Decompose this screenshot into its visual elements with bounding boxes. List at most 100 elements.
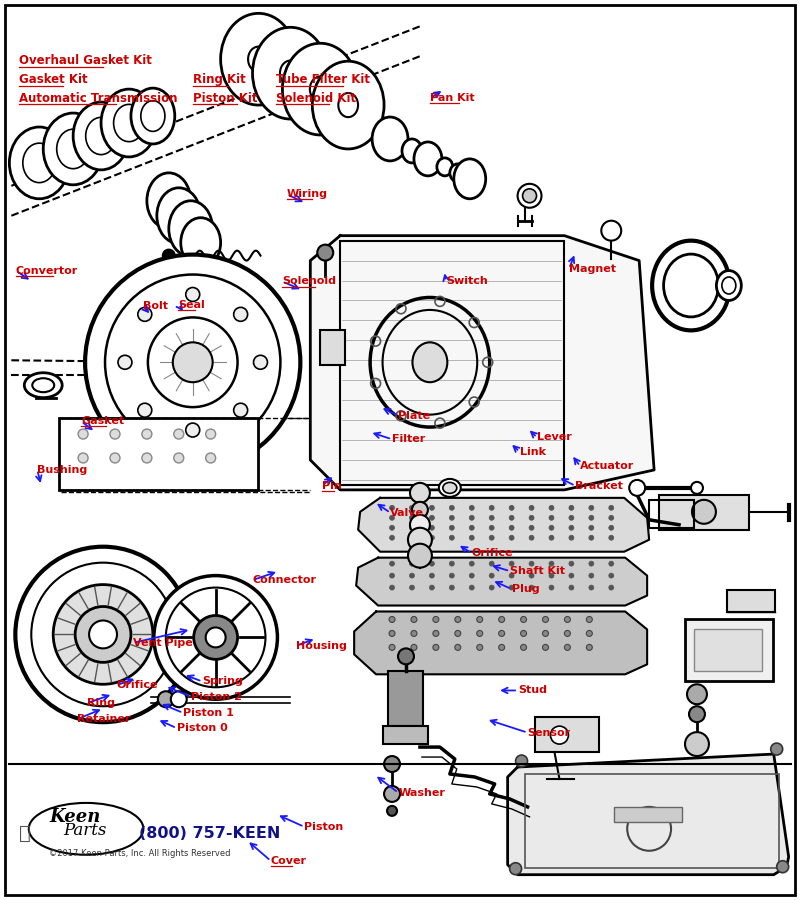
Circle shape xyxy=(770,743,782,755)
Text: Switch: Switch xyxy=(446,276,488,286)
Circle shape xyxy=(489,585,494,590)
Circle shape xyxy=(529,526,534,530)
Circle shape xyxy=(589,585,594,590)
Text: Solenoid Kit: Solenoid Kit xyxy=(277,92,357,104)
Circle shape xyxy=(609,573,614,578)
Ellipse shape xyxy=(450,164,466,182)
Text: Piston 0: Piston 0 xyxy=(177,723,227,734)
Circle shape xyxy=(549,505,554,510)
Circle shape xyxy=(549,526,554,530)
Circle shape xyxy=(410,516,414,520)
Circle shape xyxy=(433,644,439,651)
Ellipse shape xyxy=(221,14,296,105)
Circle shape xyxy=(206,453,216,463)
Text: Lever: Lever xyxy=(537,432,572,443)
Circle shape xyxy=(450,516,454,520)
Circle shape xyxy=(586,630,592,636)
Circle shape xyxy=(118,356,132,369)
Circle shape xyxy=(390,585,394,590)
Circle shape xyxy=(411,644,417,651)
Circle shape xyxy=(549,536,554,540)
Circle shape xyxy=(630,480,645,496)
Circle shape xyxy=(389,630,395,636)
Circle shape xyxy=(154,576,278,699)
Circle shape xyxy=(477,644,482,651)
Circle shape xyxy=(450,536,454,540)
Circle shape xyxy=(234,403,248,418)
Circle shape xyxy=(589,536,594,540)
Circle shape xyxy=(509,536,514,540)
Circle shape xyxy=(390,505,394,510)
Circle shape xyxy=(521,630,526,636)
Text: Retainer: Retainer xyxy=(77,715,130,724)
Circle shape xyxy=(477,616,482,623)
Text: Piston 1: Piston 1 xyxy=(183,708,234,718)
Circle shape xyxy=(529,536,534,540)
Text: Pin: Pin xyxy=(322,481,342,491)
Circle shape xyxy=(470,585,474,590)
Circle shape xyxy=(609,562,614,566)
Circle shape xyxy=(589,562,594,566)
Circle shape xyxy=(489,573,494,578)
Ellipse shape xyxy=(43,113,103,184)
Text: Washer: Washer xyxy=(398,788,446,797)
Bar xyxy=(320,330,345,365)
Circle shape xyxy=(522,189,537,202)
Circle shape xyxy=(75,607,131,662)
Circle shape xyxy=(390,573,394,578)
Circle shape xyxy=(89,620,117,648)
Text: Shaft Kit: Shaft Kit xyxy=(510,566,565,576)
Circle shape xyxy=(529,505,534,510)
Circle shape xyxy=(586,644,592,651)
Circle shape xyxy=(15,546,190,722)
Circle shape xyxy=(609,585,614,590)
Circle shape xyxy=(589,516,594,520)
Circle shape xyxy=(569,505,574,510)
Circle shape xyxy=(470,562,474,566)
Circle shape xyxy=(692,500,716,524)
Text: Solenoid: Solenoid xyxy=(282,276,336,286)
Circle shape xyxy=(509,585,514,590)
Circle shape xyxy=(78,429,88,439)
Circle shape xyxy=(410,526,414,530)
Bar xyxy=(649,500,694,527)
Circle shape xyxy=(408,527,432,552)
Ellipse shape xyxy=(248,47,269,72)
Ellipse shape xyxy=(24,373,62,398)
Circle shape xyxy=(489,516,494,520)
Circle shape xyxy=(565,630,570,636)
Circle shape xyxy=(470,526,474,530)
Circle shape xyxy=(609,526,614,530)
Text: Bushing: Bushing xyxy=(38,464,87,474)
Circle shape xyxy=(430,562,434,566)
Polygon shape xyxy=(356,558,647,606)
Circle shape xyxy=(529,585,534,590)
Circle shape xyxy=(411,616,417,623)
Circle shape xyxy=(110,453,120,463)
Text: Bracket: Bracket xyxy=(575,481,623,491)
Bar xyxy=(614,807,682,822)
Circle shape xyxy=(687,684,707,704)
Text: Orifice: Orifice xyxy=(472,548,514,558)
Circle shape xyxy=(430,585,434,590)
Circle shape xyxy=(470,516,474,520)
Circle shape xyxy=(542,630,549,636)
Ellipse shape xyxy=(372,117,408,161)
Circle shape xyxy=(390,536,394,540)
Text: Ring Kit: Ring Kit xyxy=(193,73,246,86)
Circle shape xyxy=(542,644,549,651)
Circle shape xyxy=(410,573,414,578)
Circle shape xyxy=(194,616,238,660)
Circle shape xyxy=(455,616,461,623)
Ellipse shape xyxy=(652,240,730,330)
Circle shape xyxy=(390,562,394,566)
Circle shape xyxy=(509,516,514,520)
Circle shape xyxy=(410,585,414,590)
Circle shape xyxy=(518,184,542,208)
Text: Sensor: Sensor xyxy=(527,727,570,738)
Bar xyxy=(59,418,258,490)
Text: Connector: Connector xyxy=(253,575,317,585)
Circle shape xyxy=(384,786,400,802)
Circle shape xyxy=(549,516,554,520)
Text: ©2017 Keen Parts, Inc. All Rights Reserved: ©2017 Keen Parts, Inc. All Rights Reserv… xyxy=(50,850,230,859)
